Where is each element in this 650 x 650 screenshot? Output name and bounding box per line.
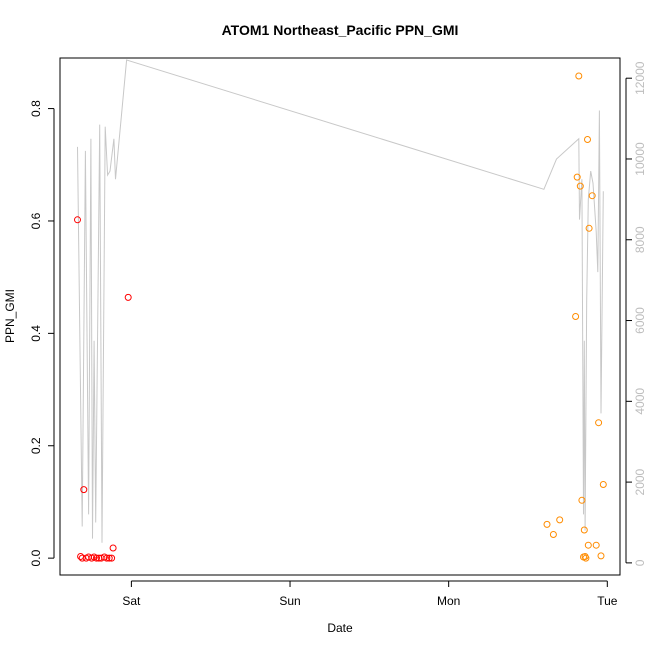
data-point	[543, 520, 551, 528]
y2-tick-label: 12000	[633, 61, 647, 95]
y-tick-label: 0.4	[29, 325, 43, 342]
data-point	[597, 552, 605, 560]
x-tick-label: Sat	[122, 594, 141, 608]
data-point	[108, 554, 116, 562]
y2-tick-label: 2000	[633, 468, 647, 495]
y2-tick-label: 6000	[633, 307, 647, 334]
x-axis: Sat Sun Mon Tue	[122, 580, 618, 608]
data-point	[77, 553, 85, 560]
x-tick-label: Mon	[437, 594, 460, 608]
data-point	[584, 541, 592, 549]
data-point	[78, 554, 86, 562]
data-point	[80, 486, 88, 494]
y2-tick-label: 4000	[633, 388, 647, 415]
data-point	[582, 554, 590, 562]
y-axis-right: 0 2000 4000 6000 8000 10000 12000	[625, 61, 647, 566]
data-point	[93, 554, 100, 562]
y2-tick-label: 0	[633, 559, 647, 566]
x-axis-label: Date	[327, 621, 353, 635]
data-point	[105, 554, 113, 562]
y-tick-label: 0.2	[29, 437, 43, 454]
data-point	[109, 544, 117, 552]
data-point	[578, 496, 586, 504]
data-point	[549, 531, 557, 538]
y-axis-label: PPN_GMI	[3, 289, 17, 343]
plot-area	[59, 57, 621, 576]
x-tick-label: Tue	[597, 594, 618, 608]
data-point	[580, 526, 588, 534]
chart-title: ATOM1 Northeast_Pacific PPN_GMI	[222, 22, 459, 38]
data-point	[588, 192, 596, 200]
data-point	[103, 554, 111, 562]
data-point	[573, 173, 581, 181]
y2-tick-label: 10000	[633, 142, 647, 176]
x-tick-label: Sun	[279, 594, 300, 608]
data-point	[595, 419, 603, 427]
y-tick-label: 0.6	[29, 212, 43, 229]
data-point	[592, 541, 600, 549]
secondary-series-line	[77, 59, 604, 543]
y-tick-label: 0.8	[29, 100, 43, 117]
data-point	[584, 136, 591, 143]
data-point	[124, 293, 132, 301]
y2-tick-label: 8000	[633, 226, 647, 253]
data-point	[74, 216, 81, 224]
data-point	[599, 481, 607, 488]
secondary-line-layer	[77, 59, 604, 543]
data-point	[575, 72, 583, 80]
data-point	[585, 224, 593, 232]
data-point	[556, 516, 564, 524]
data-point	[576, 182, 584, 190]
y-tick-label: 0.0	[29, 549, 43, 566]
scatter-points-layer	[74, 72, 607, 562]
y-axis-left: 0.0 0.2 0.4 0.6 0.8	[29, 100, 55, 566]
data-point	[572, 313, 580, 320]
